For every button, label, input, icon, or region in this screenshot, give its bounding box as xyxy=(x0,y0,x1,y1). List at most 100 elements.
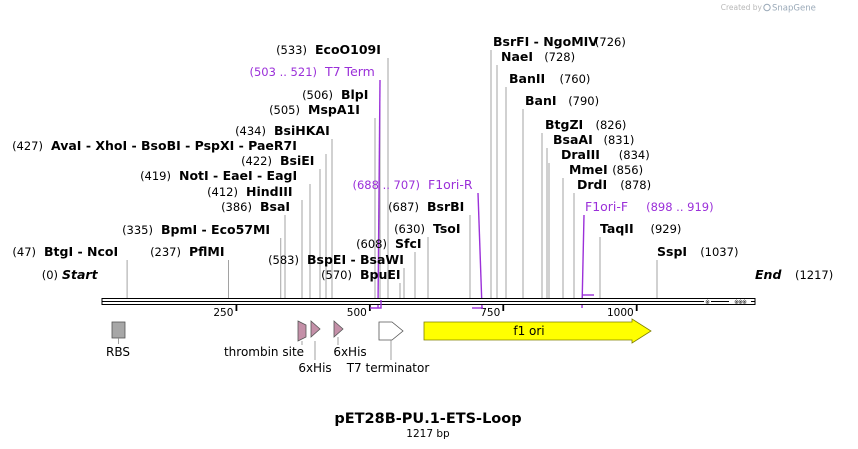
site-pos-label: (831) xyxy=(604,133,635,147)
feature-6xhis-1[interactable]: 6xHis xyxy=(298,320,332,375)
site-name-label: End xyxy=(755,267,782,282)
site-name-label: NotI - EaeI - EagI xyxy=(179,168,297,183)
site-taqii[interactable]: TaqII (929) xyxy=(600,221,681,236)
feature-rbs[interactable]: RBS xyxy=(106,321,130,359)
site-mspa1i[interactable]: (505) MspA1I xyxy=(269,102,360,117)
site-bsrbi[interactable]: (687) BsrBI xyxy=(388,199,464,214)
site-pos-label: (688 .. 707) xyxy=(353,178,421,192)
feature-6xhis-2[interactable]: 6xHis xyxy=(333,320,367,359)
site-t7term[interactable]: (503 .. 521) T7 Term xyxy=(250,64,375,79)
site-name-label: BsiEI xyxy=(280,153,314,168)
t7-terminator-label: T7 terminator xyxy=(346,361,430,375)
credit-brand: SnapGene xyxy=(772,4,816,14)
site-bpuei[interactable]: (570) BpuEI xyxy=(321,267,401,282)
site-name-label: BtgZI xyxy=(545,117,583,132)
site-name-label: BpmI - Eco57MI xyxy=(161,222,270,237)
site-pos-label: (533) xyxy=(276,43,307,57)
site-bsaai[interactable]: BsaAI (831) xyxy=(553,132,634,147)
thrombin-arrow-icon xyxy=(297,320,307,342)
site-pos-label: (608) xyxy=(356,237,387,251)
site-pos-label: (0) xyxy=(42,268,58,282)
leader-f1ori-r xyxy=(477,192,483,309)
site-pflmi[interactable]: (237) PflMI xyxy=(150,244,224,259)
f1-ori-label: f1 ori xyxy=(513,324,544,338)
his-arrow-2-icon xyxy=(333,320,344,338)
site-tsoi[interactable]: (630) TsoI xyxy=(394,221,460,236)
site-bsai[interactable]: (386) BsaI xyxy=(221,199,290,214)
snapgene-logo-icon xyxy=(763,3,771,12)
site-pos-label: (728) xyxy=(544,50,575,64)
site-pos-label: (503 .. 521) xyxy=(250,65,318,79)
site-name-label: F1ori-R xyxy=(428,177,473,192)
site-pos-label: (434) xyxy=(235,124,266,138)
site-bsiei[interactable]: (422) BsiEI xyxy=(241,153,314,168)
site-pos-label: (687) xyxy=(388,200,419,214)
site-pos-label: (1217) xyxy=(795,268,833,282)
site-btgzi[interactable]: BtgZI (826) xyxy=(545,117,626,132)
site-pos-label: (826) xyxy=(596,118,627,132)
feature-f1-ori[interactable]: f1 ori xyxy=(423,318,652,344)
site-name-label: F1ori-F xyxy=(585,199,628,214)
site-pos-label: (790) xyxy=(568,94,599,108)
ruler-tick-label: 750 xyxy=(480,307,500,319)
site-pos-label: (47) xyxy=(12,245,36,259)
site-pos-label: (1037) xyxy=(700,245,738,259)
site-name-label: Start xyxy=(62,267,99,282)
site-name-label: BanII xyxy=(509,71,545,86)
ruler-tick-label: 1000 xyxy=(607,307,634,319)
f1-ori-arrow-icon xyxy=(423,318,652,344)
sequence-backbone[interactable]: ※ ※※※ xyxy=(101,298,756,307)
site-noti[interactable]: (419) NotI - EaeI - EagI xyxy=(140,168,297,183)
ruler: 250 500 750 1000 xyxy=(213,304,638,319)
site-pos-label: (929) xyxy=(651,222,682,236)
leader-f1ori-f xyxy=(581,214,585,309)
site-pos-label: (856) xyxy=(612,163,643,177)
site-name-label: BsaI xyxy=(260,199,290,214)
site-avai[interactable]: (427) AvaI - XhoI - BsoBI - PspXI - PaeR7… xyxy=(12,138,297,153)
map-title: pET28B-PU.1-ETS-Loop xyxy=(334,411,521,427)
site-name-label: T7 Term xyxy=(324,64,375,79)
site-blpi[interactable]: (506) BlpI xyxy=(302,87,368,102)
site-hindiii[interactable]: (412) HindIII xyxy=(207,184,292,199)
site-name-label: AvaI - XhoI - BsoBI - PspXI - PaeR7I xyxy=(51,138,297,153)
site-pos-label: (505) xyxy=(269,103,300,117)
site-name-label: DrdI xyxy=(577,177,607,192)
site-bspei[interactable]: (583) BspEI - BsaWI xyxy=(268,252,404,267)
site-name-label: NaeI xyxy=(501,49,533,64)
his1-label: 6xHis xyxy=(298,361,331,375)
site-name-label: BsiHKAI xyxy=(274,123,330,138)
map-subtitle: 1217 bp xyxy=(406,428,450,440)
features: RBS thrombin site 6xHis 6xHis T7 termina… xyxy=(106,318,652,375)
ruler-tick-label: 250 xyxy=(213,307,233,319)
snapgene-credit[interactable]: Created by SnapGene xyxy=(721,3,816,14)
site-btgi-ncoi[interactable]: (47) BtgI - NcoI xyxy=(12,244,118,259)
site-name-label: TaqII xyxy=(600,221,634,236)
site-f1ori-r[interactable]: (688 .. 707) F1ori-R xyxy=(353,177,473,192)
site-pos-label: (412) xyxy=(207,185,238,199)
site-bani[interactable]: BanI (790) xyxy=(525,93,599,108)
site-sspi[interactable]: SspI (1037) xyxy=(657,244,738,259)
feature-t7-terminator[interactable]: T7 terminator xyxy=(346,321,430,375)
site-drdi[interactable]: DrdI (878) xyxy=(577,177,651,192)
site-ecoo109i[interactable]: (533) EcoO109I xyxy=(276,42,381,57)
site-name-label: BspEI - BsaWI xyxy=(307,252,404,267)
feature-thrombin-site[interactable]: thrombin site xyxy=(224,320,307,359)
site-start[interactable]: (0) Start xyxy=(42,267,99,282)
site-end[interactable]: End (1217) xyxy=(755,267,833,282)
site-bsihkai[interactable]: (434) BsiHKAI xyxy=(235,123,330,138)
site-bsrfi[interactable]: BsrFI - NgoMIV(726) xyxy=(493,34,626,49)
site-name-label: MmeI xyxy=(569,162,608,177)
site-draiii[interactable]: DraIII (834) xyxy=(561,147,650,162)
site-f1ori-f[interactable]: F1ori-F (898 .. 919) xyxy=(585,199,714,214)
backbone-break-2 xyxy=(729,299,751,304)
site-pos-label: (630) xyxy=(394,222,425,236)
site-mmei[interactable]: MmeI (856) xyxy=(569,162,643,177)
site-naei[interactable]: NaeI (728) xyxy=(501,49,575,64)
site-bpmi-eco57mi[interactable]: (335) BpmI - Eco57MI xyxy=(122,222,270,237)
rbs-box xyxy=(111,321,126,339)
rbs-label: RBS xyxy=(106,345,130,359)
site-banii[interactable]: BanII (760) xyxy=(509,71,590,86)
site-sfci[interactable]: (608) SfcI xyxy=(356,236,421,251)
site-pos-label: (386) xyxy=(221,200,252,214)
site-name-label: BpuEI xyxy=(360,267,401,282)
